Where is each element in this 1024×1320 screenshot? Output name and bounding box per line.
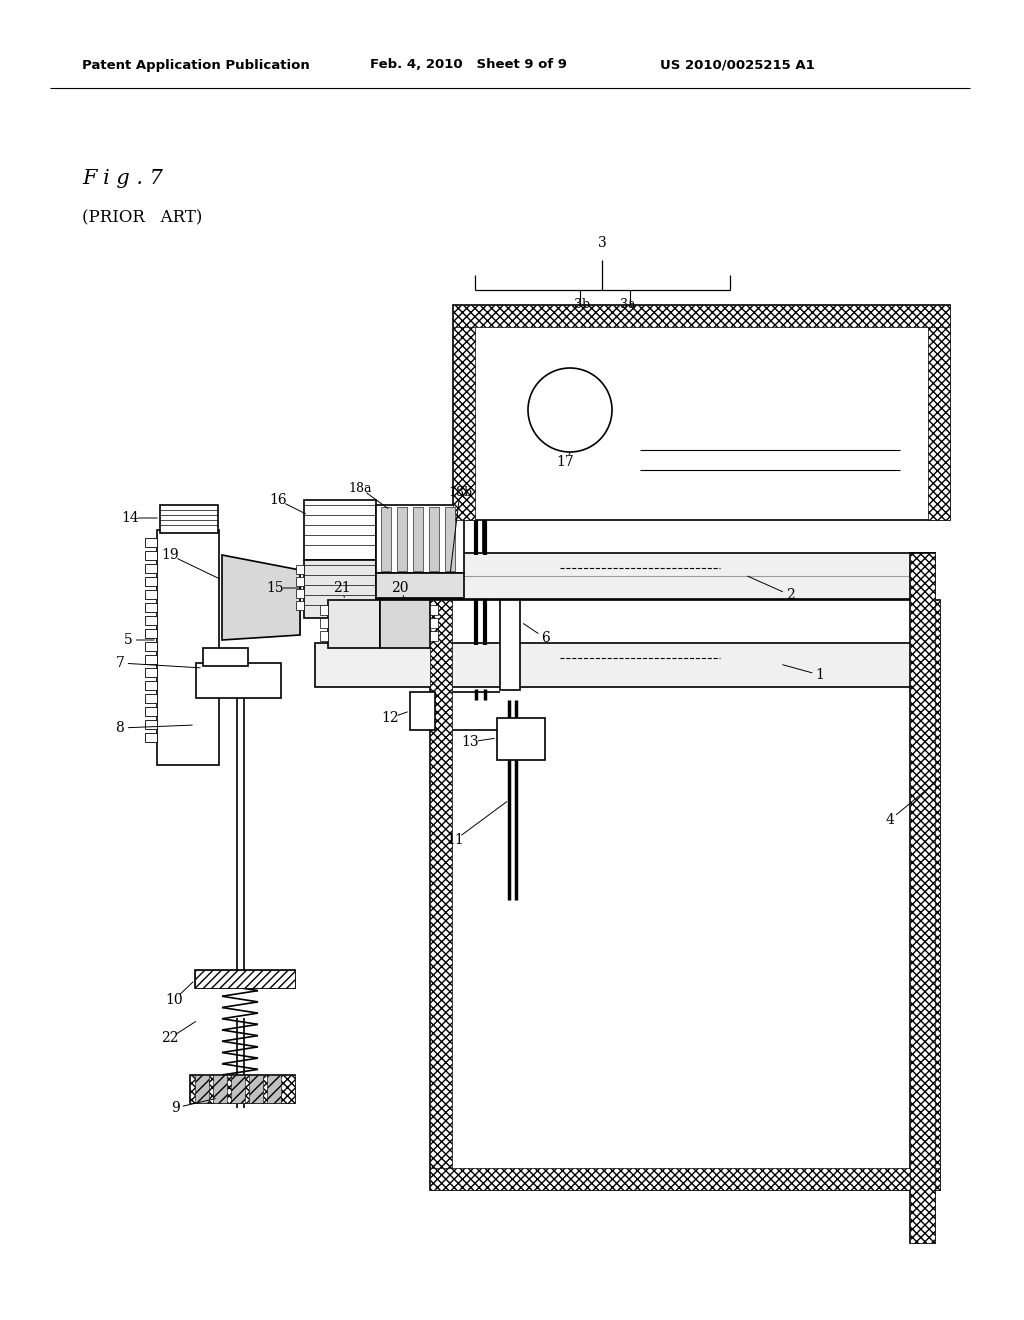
Bar	[160, 506, 218, 533]
Text: 9: 9	[171, 1101, 179, 1115]
Text: 19: 19	[161, 548, 179, 562]
Bar	[328, 601, 380, 648]
Text: 12: 12	[381, 711, 398, 725]
Bar	[453, 305, 950, 520]
Bar	[145, 564, 157, 573]
Text: 7: 7	[116, 656, 125, 671]
Bar	[315, 643, 935, 686]
Bar	[296, 565, 304, 574]
Text: 17: 17	[556, 455, 573, 469]
Bar	[376, 506, 464, 573]
Bar	[145, 681, 157, 690]
Bar	[296, 577, 304, 586]
Text: 3: 3	[598, 236, 606, 249]
Text: 6: 6	[541, 631, 549, 645]
Text: 10: 10	[165, 993, 183, 1007]
Bar	[910, 553, 935, 1243]
Text: F i g . 7: F i g . 7	[82, 169, 163, 187]
Bar	[190, 1074, 295, 1104]
Bar	[296, 601, 304, 610]
Bar	[145, 655, 157, 664]
Text: (PRIOR   ART): (PRIOR ART)	[82, 210, 203, 227]
Bar	[195, 1074, 209, 1104]
Bar	[918, 601, 940, 1191]
Text: Feb. 4, 2010   Sheet 9 of 9: Feb. 4, 2010 Sheet 9 of 9	[370, 58, 567, 71]
Bar	[145, 539, 157, 546]
Bar	[315, 553, 935, 599]
Bar	[304, 500, 376, 560]
Text: 20: 20	[391, 581, 409, 595]
Bar	[430, 605, 438, 615]
Bar	[296, 589, 304, 598]
Bar	[190, 1074, 295, 1104]
Text: US 2010/0025215 A1: US 2010/0025215 A1	[660, 58, 815, 71]
Text: 13: 13	[461, 735, 479, 748]
Bar	[145, 733, 157, 742]
Bar	[453, 305, 950, 327]
Text: 21: 21	[333, 581, 351, 595]
Bar	[430, 601, 452, 1191]
Text: 3a: 3a	[621, 298, 636, 312]
Bar	[145, 616, 157, 624]
Bar	[249, 1074, 263, 1104]
Bar	[145, 708, 157, 715]
Bar	[231, 1074, 245, 1104]
Bar	[196, 663, 281, 698]
Bar	[445, 507, 455, 572]
Bar	[195, 970, 295, 987]
Bar	[145, 590, 157, 599]
Bar	[203, 648, 248, 667]
Bar	[145, 719, 157, 729]
Text: Patent Application Publication: Patent Application Publication	[82, 58, 309, 71]
Polygon shape	[222, 554, 300, 640]
Text: 15: 15	[266, 581, 284, 595]
Bar	[910, 553, 935, 1243]
Text: 18a: 18a	[348, 482, 372, 495]
Bar	[145, 577, 157, 586]
Text: 3b: 3b	[573, 298, 590, 312]
Text: 2: 2	[785, 587, 795, 602]
Bar	[304, 560, 376, 618]
Text: 5: 5	[124, 634, 132, 647]
Bar	[145, 668, 157, 677]
Text: 14: 14	[121, 511, 139, 525]
Bar	[397, 507, 407, 572]
Bar	[319, 605, 328, 615]
Bar	[267, 1074, 281, 1104]
Circle shape	[528, 368, 612, 451]
Bar	[319, 618, 328, 628]
Bar	[195, 970, 295, 987]
Bar	[376, 573, 464, 598]
Text: 11: 11	[446, 833, 464, 847]
Bar	[497, 718, 545, 760]
Bar	[213, 1074, 227, 1104]
Bar	[430, 631, 438, 642]
Text: 18b: 18b	[447, 486, 472, 499]
Bar	[145, 630, 157, 638]
Bar	[145, 603, 157, 612]
Text: 22: 22	[161, 1031, 179, 1045]
Bar	[453, 305, 475, 520]
Text: 4: 4	[886, 813, 894, 828]
Bar	[429, 507, 439, 572]
Bar	[928, 305, 950, 520]
Text: 16: 16	[269, 492, 287, 507]
Bar	[145, 642, 157, 651]
Text: 1: 1	[815, 668, 824, 682]
Bar	[145, 694, 157, 704]
Bar	[410, 692, 435, 730]
Bar	[430, 1168, 940, 1191]
Bar	[145, 550, 157, 560]
Bar	[430, 618, 438, 628]
Bar	[500, 601, 520, 690]
Bar	[319, 631, 328, 642]
Bar	[380, 601, 430, 648]
Bar	[381, 507, 391, 572]
Bar	[413, 507, 423, 572]
Text: 8: 8	[116, 721, 124, 735]
Bar	[157, 531, 219, 766]
Bar	[430, 601, 940, 1191]
